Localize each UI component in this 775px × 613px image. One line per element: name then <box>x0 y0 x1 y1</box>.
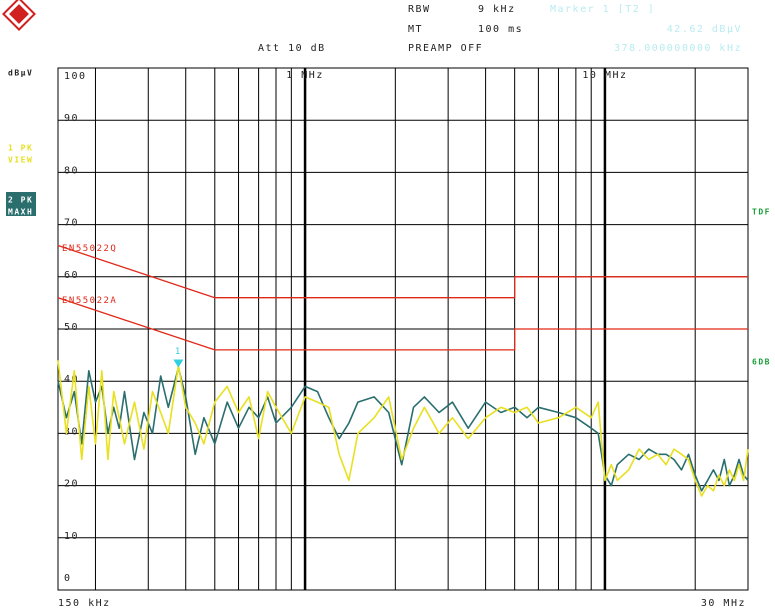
x-start-label: 150 kHz <box>58 598 111 609</box>
x-stop-label: 30 MHz <box>701 598 746 609</box>
annotation: 6DB <box>752 358 771 367</box>
marker-label: 1 <box>175 347 182 357</box>
marker-level: 42.62 dBµV <box>667 24 742 35</box>
attenuation: Att 10 dB <box>258 43 326 54</box>
trace-badge <box>6 192 36 216</box>
logo <box>2 0 36 31</box>
marker <box>173 359 184 368</box>
limit-line <box>57 297 748 351</box>
y-tick-label: 100 <box>64 71 87 82</box>
mt: 100 ms <box>478 24 523 35</box>
y-tick-label: 0 <box>64 573 72 584</box>
y-tick-label: 30 <box>64 426 79 437</box>
preamp: PREAMP OFF <box>408 43 483 54</box>
y-tick-label: 20 <box>64 479 79 490</box>
limit-line-label: EN55022A <box>62 296 117 306</box>
y-tick-label: 10 <box>64 531 79 542</box>
rbw-label: RBW <box>408 4 431 15</box>
y-tick-label: 80 <box>64 165 79 176</box>
mt-label: MT <box>408 24 423 35</box>
trace-mode: VIEW <box>8 156 33 165</box>
x-tick-label: 1 MHz <box>286 70 324 81</box>
logo-inner <box>9 4 29 24</box>
y-tick-label: 50 <box>64 322 79 333</box>
marker-frequency: 378.000000000 kHz <box>614 43 742 54</box>
y-tick-label: 40 <box>64 374 79 385</box>
rbw: 9 kHz <box>478 4 516 15</box>
limit-line <box>57 244 748 299</box>
marker-title: Marker 1 [T2 ] <box>550 4 655 15</box>
trace-name: 2 PK <box>8 196 33 205</box>
x-tick-label: 10 MHz <box>582 70 627 81</box>
trace-mode: MAXH <box>8 208 33 217</box>
limit-line-label: EN55022Q <box>62 244 117 254</box>
y-tick-label: 70 <box>64 218 79 229</box>
y-axis-label: dBµV <box>8 69 33 78</box>
trace-name: 1 PK <box>8 144 33 153</box>
trace <box>57 360 749 497</box>
trace <box>57 366 749 492</box>
y-tick-label: 60 <box>64 270 79 281</box>
y-tick-label: 90 <box>64 113 79 124</box>
annotation: TDF <box>752 208 771 217</box>
